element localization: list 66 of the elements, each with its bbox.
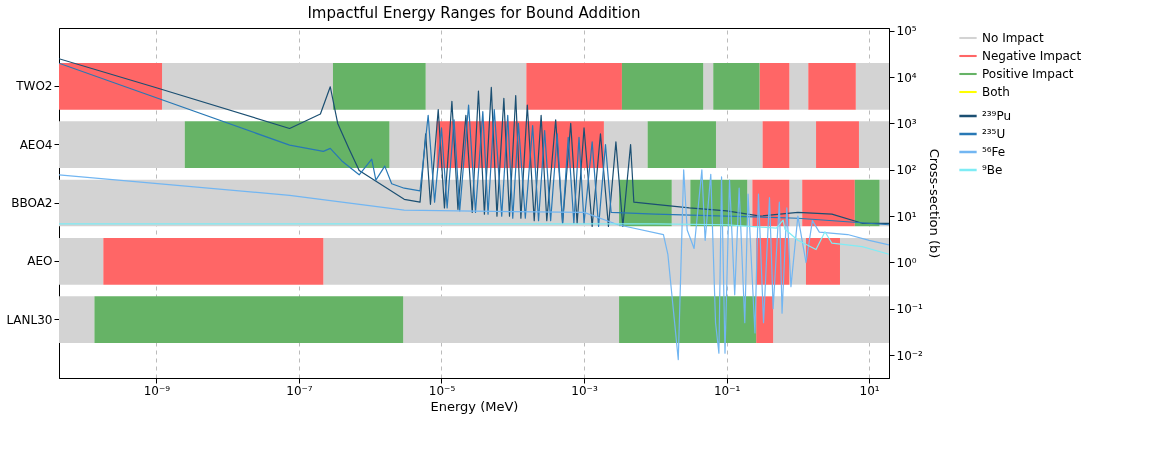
bar	[619, 296, 757, 343]
bar	[858, 121, 889, 168]
bar	[603, 121, 648, 168]
bar	[403, 296, 620, 343]
legend-label: ⁵⁶Fe	[982, 145, 1006, 159]
bar	[94, 296, 404, 343]
y-tick-label: TWO2	[15, 79, 53, 94]
x-tick-label: 10⁻⁷	[286, 383, 313, 398]
x-axis-title: Energy (MeV)	[430, 398, 519, 414]
bar	[808, 63, 856, 110]
y-tick-label: 10⁴	[896, 70, 917, 85]
bar	[59, 121, 185, 168]
x-tick-label: 10⁻³	[571, 383, 598, 398]
bar	[647, 121, 716, 168]
y-tick-label: LANL30	[6, 312, 53, 327]
legend-label: ²³⁹Pu	[982, 109, 1012, 123]
bar	[805, 238, 840, 285]
bar	[816, 121, 859, 168]
chart-title: Impactful Energy Ranges for Bound Addition	[307, 3, 641, 22]
legend-label: ²³⁵U	[982, 127, 1006, 141]
y-tick-label: 10³	[896, 116, 917, 131]
bar	[839, 238, 889, 285]
y-tick-label: 10²	[896, 163, 917, 178]
bar	[773, 296, 889, 343]
x-tick-label: 10⁻⁵	[428, 383, 456, 398]
bar	[756, 296, 774, 343]
bar	[162, 63, 333, 110]
bar	[621, 63, 704, 110]
bar	[855, 63, 889, 110]
y-tick-label: AEO	[27, 254, 53, 269]
y-tick-label: BBOA2	[11, 196, 53, 210]
legend-label: Positive Impact	[982, 67, 1074, 81]
bar	[713, 63, 760, 110]
y-tick-label: 10⁻²	[896, 348, 924, 363]
bar	[425, 63, 527, 110]
bar	[59, 63, 163, 110]
y-tick-label: 10⁻¹	[896, 302, 924, 317]
bar	[332, 63, 426, 110]
bar	[789, 63, 809, 110]
bar	[323, 238, 757, 285]
bar	[59, 296, 95, 343]
bar	[854, 179, 880, 227]
y-tick-label: AEO4	[19, 137, 53, 152]
bar	[59, 238, 104, 285]
legend-label: Negative Impact	[982, 49, 1082, 63]
bar	[703, 63, 714, 110]
legend-label: Both	[982, 85, 1010, 99]
bar	[789, 121, 817, 168]
bar	[526, 63, 622, 110]
legend-label: ⁹Be	[982, 163, 1003, 177]
legend-label: No Impact	[982, 31, 1044, 45]
x-tick-label: 10¹	[859, 383, 880, 398]
bar	[715, 121, 763, 168]
x-tick-label: 10⁻¹	[713, 383, 741, 398]
y-tick-label: 10¹	[896, 209, 917, 224]
x-tick-label: 10⁻⁹	[143, 383, 171, 398]
bar	[759, 63, 790, 110]
bar	[184, 121, 390, 168]
bar	[389, 121, 437, 168]
bar	[879, 179, 889, 227]
bar	[103, 238, 324, 285]
bar	[802, 179, 855, 227]
y-tick-label: 10⁰	[896, 255, 917, 270]
y-tick-label: 10⁵	[896, 24, 917, 39]
bar	[762, 121, 790, 168]
y-axis-title: Cross-section (b)	[926, 148, 942, 259]
